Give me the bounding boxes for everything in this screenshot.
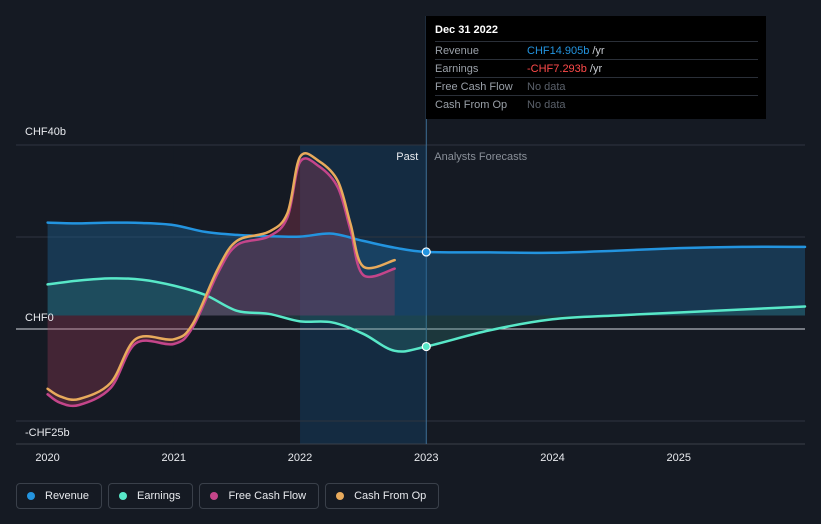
earnings-dot-icon xyxy=(119,492,128,500)
legend-label: Free Cash Flow xyxy=(228,490,307,502)
earnings-line xyxy=(46,277,807,353)
tooltip-row-revenue: Revenue CHF14.905b /yr xyxy=(435,41,758,59)
x-tick-label: 2020 xyxy=(35,452,59,464)
revenue-dot-icon xyxy=(27,492,35,500)
tooltip-row-value: CHF14.905b xyxy=(527,44,590,57)
forecast-label: Analysts Forecasts xyxy=(434,151,527,163)
past-label: Past xyxy=(396,151,418,163)
x-tick-label: 2022 xyxy=(288,452,312,464)
y-tick-label: CHF40b xyxy=(25,126,66,138)
legend-label: Earnings xyxy=(137,490,181,502)
y-tick-label: -CHF25b xyxy=(25,427,70,439)
legend-item-revenue[interactable]: Revenue xyxy=(16,483,103,509)
past-region-left xyxy=(173,145,301,444)
tooltip-row-unit: /yr xyxy=(589,62,603,75)
tooltip-date: Dec 31 2022 xyxy=(435,24,498,36)
tooltip-row-earnings: Earnings -CHF7.293b /yr xyxy=(435,59,758,77)
free-cash-flow-dot-icon xyxy=(210,492,219,500)
tooltip-row-value: -CHF7.293b xyxy=(527,62,587,75)
revenue-line xyxy=(46,221,807,255)
past-region-shade xyxy=(300,145,427,444)
x-tick-label: 2023 xyxy=(414,452,438,464)
cash-from-op-dot-icon xyxy=(336,492,345,500)
legend-item-earnings[interactable]: Earnings xyxy=(108,483,194,509)
cash-from-op-line xyxy=(46,152,396,402)
free-cash-flow-line xyxy=(46,157,396,408)
x-tick-label: 2024 xyxy=(540,452,564,464)
tooltip-row-label: Revenue xyxy=(435,44,480,57)
tooltip-row-value: No data xyxy=(527,98,566,111)
legend-item-cash-from-op[interactable]: Cash From Op xyxy=(325,483,440,509)
tooltip-row-label: Earnings xyxy=(435,62,479,75)
tooltip-row-value: No data xyxy=(527,80,566,93)
earnings-marker xyxy=(421,341,431,352)
tooltip-row-label: Free Cash Flow xyxy=(435,80,513,93)
tooltip-row-cash-from-op: Cash From Op No data xyxy=(435,95,758,113)
legend-item-free-cash-flow[interactable]: Free Cash Flow xyxy=(199,483,320,509)
tooltip-row-label: Cash From Op xyxy=(435,98,508,111)
x-tick-label: 2021 xyxy=(162,452,186,464)
tooltip-row-unit: /yr xyxy=(592,44,605,57)
y-tick-label: CHF0 xyxy=(25,312,54,324)
legend-label: Revenue xyxy=(45,490,90,502)
revenue-marker xyxy=(421,247,431,257)
tooltip-panel: Dec 31 2022 Revenue CHF14.905b /yr Earni… xyxy=(426,16,766,119)
tooltip-row-free-cash-flow: Free Cash Flow No data xyxy=(435,77,758,95)
legend: Revenue Earnings Free Cash Flow Cash Fro… xyxy=(16,483,440,509)
x-tick-label: 2025 xyxy=(667,452,691,464)
legend-label: Cash From Op xyxy=(354,490,427,502)
